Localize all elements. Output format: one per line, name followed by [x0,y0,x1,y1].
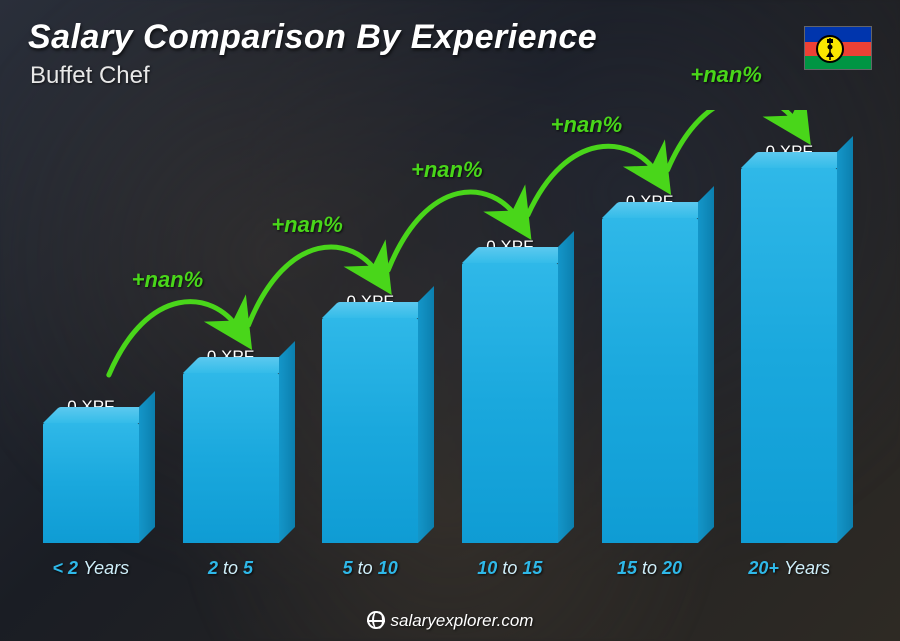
growth-label: +nan% [411,157,483,183]
bar-wrap: 0 XPF [449,237,571,543]
globe-icon [367,611,385,629]
x-label: 10 to 15 [449,558,571,579]
bar [322,318,418,543]
x-label: 20+ Years [728,558,850,579]
x-label: 2 to 5 [170,558,292,579]
x-label: 15 to 20 [589,558,711,579]
growth-label: +nan% [271,212,343,238]
x-label: < 2 Years [30,558,152,579]
chart-stage: Salary Comparison By Experience Buffet C… [0,0,900,641]
flag-icon [804,26,872,70]
bar-wrap: 0 XPF [30,397,152,543]
bar [462,263,558,543]
bar [43,423,139,543]
bar-wrap: 0 XPF [589,192,711,543]
bar [602,218,698,543]
bar-wrap: 0 XPF [309,292,431,543]
growth-label: +nan% [551,112,623,138]
x-label: 5 to 10 [309,558,431,579]
chart-subtitle: Buffet Chef [30,62,150,90]
chart-title: Salary Comparison By Experience [28,18,597,57]
bar-wrap: 0 XPF [170,347,292,543]
footer: salaryexplorer.com [0,611,900,631]
growth-label: +nan% [690,62,762,88]
growth-label: +nan% [132,267,204,293]
bars-row: 0 XPF0 XPF0 XPF0 XPF0 XPF0 XPF [30,143,850,543]
bar [183,373,279,543]
footer-text: salaryexplorer.com [391,611,534,630]
bar-chart: 0 XPF0 XPF0 XPF0 XPF0 XPF0 XPF < 2 Years… [30,110,850,571]
x-labels-row: < 2 Years 2 to 5 5 to 10 10 to 15 15 to 20 20… [30,558,850,579]
bar [741,168,837,543]
bar-wrap: 0 XPF [728,142,850,543]
